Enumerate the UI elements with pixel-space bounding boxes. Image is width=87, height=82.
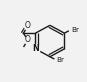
Text: Br: Br — [56, 57, 64, 63]
Text: Br: Br — [71, 26, 79, 32]
Text: N: N — [32, 44, 39, 53]
Text: O: O — [24, 21, 30, 30]
Text: O: O — [24, 35, 30, 44]
